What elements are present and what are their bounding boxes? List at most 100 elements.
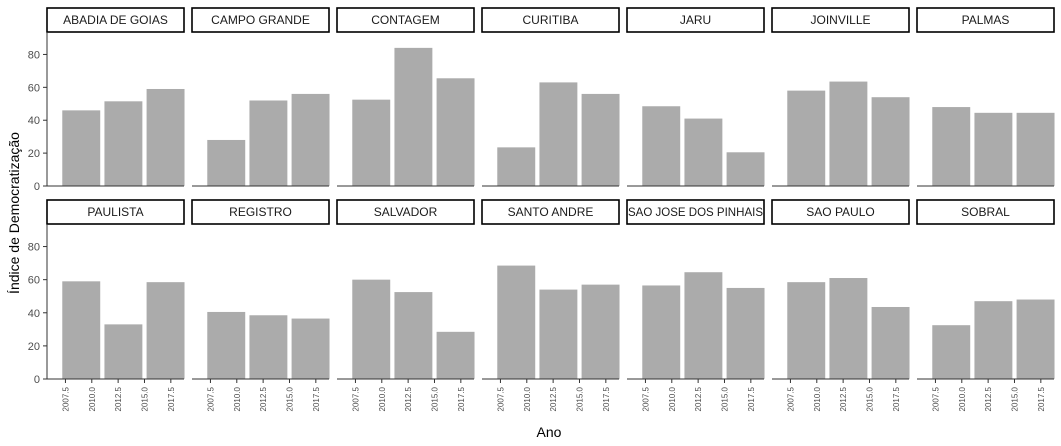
bar [249, 100, 288, 186]
bar [352, 279, 391, 379]
facet-strip [191, 7, 330, 33]
bar [974, 301, 1013, 379]
x-tick-label: 2012.5 [404, 386, 413, 411]
bar [787, 282, 826, 379]
facet-title: REGISTRO [229, 205, 292, 219]
facet-strip [771, 199, 910, 225]
facet-panel: JARU [626, 7, 765, 187]
x-tick-label: 2010.0 [668, 386, 677, 411]
facet-title: ABADIA DE GOIAS [63, 13, 168, 27]
facet-panel: PALMAS [916, 7, 1055, 187]
facet-title: SOBRAL [961, 205, 1010, 219]
bar [146, 282, 185, 379]
bar [642, 106, 681, 186]
x-tick-label: 2012.5 [839, 386, 848, 411]
facet-panel: SAO PAULO 2007.5 2010.0 2012.5 2015.0 2017.5 [771, 199, 910, 411]
y-tick-label: 60 [28, 275, 40, 287]
bar [726, 287, 765, 379]
bar [291, 318, 330, 379]
x-tick-label: 2017.5 [1037, 386, 1046, 411]
y-tick-label: 40 [28, 308, 40, 320]
x-tick-label: 2010.0 [233, 386, 242, 411]
bar [497, 265, 536, 379]
x-tick-label: 2015.0 [575, 386, 584, 411]
facet-strip [191, 199, 330, 225]
bar [932, 107, 971, 186]
bar [974, 112, 1013, 186]
y-tick-label: 20 [28, 341, 40, 353]
bar [829, 81, 868, 186]
x-tick-label: 2012.5 [259, 386, 268, 411]
x-tick-label: 2007.5 [786, 386, 795, 411]
x-tick-label: 2010.0 [958, 386, 967, 411]
x-tick-label: 2007.5 [351, 386, 360, 411]
facet-strip [771, 7, 910, 33]
x-tick-label: 2007.5 [496, 386, 505, 411]
facet-title: JARU [680, 13, 711, 27]
facet-panel: PAULISTA 0 20 40 60 80 2007.5 2010.0 2012.5 2015.… [28, 199, 185, 411]
facet-panels: ABADIA DE GOIAS 0 20 40 60 80 CAMPO GRANDE CONT… [28, 7, 1055, 411]
y-tick-label: 0 [34, 181, 40, 193]
bar [291, 93, 330, 186]
bar [436, 331, 475, 379]
bar [104, 101, 143, 186]
y-tick-label: 40 [28, 115, 40, 127]
bar [436, 78, 475, 186]
bar [581, 93, 620, 186]
x-tick-label: 2012.5 [984, 386, 993, 411]
bar [871, 97, 910, 186]
facet-strip [336, 199, 475, 225]
x-tick-label: 2007.5 [206, 386, 215, 411]
facet-panel: SOBRAL 2007.5 2010.0 2012.5 2015.0 2017.5 [916, 199, 1055, 411]
facet-panel: REGISTRO 2007.5 2010.0 2012.5 2015.0 2017.5 [191, 199, 330, 411]
y-tick-label: 60 [28, 82, 40, 94]
facet-title: JOINVILLE [810, 13, 870, 27]
x-tick-label: 2010.0 [523, 386, 532, 411]
facet-panel: SALVADOR 2007.5 2010.0 2012.5 2015.0 2017.5 [336, 199, 475, 411]
facet-strip [336, 7, 475, 33]
y-tick-label: 0 [34, 374, 40, 386]
facet-panel: CAMPO GRANDE [191, 7, 330, 187]
x-tick-label: 2015.0 [430, 386, 439, 411]
bar [394, 47, 433, 186]
x-tick-label: 2017.5 [312, 386, 321, 411]
facet-title: SAO JOSE DOS PINHAIS [628, 205, 763, 219]
facet-title: CAMPO GRANDE [211, 13, 310, 27]
x-tick-label: 2015.0 [720, 386, 729, 411]
x-tick-label: 2012.5 [114, 386, 123, 411]
x-tick-label: 2017.5 [747, 386, 756, 411]
x-tick-label: 2015.0 [865, 386, 874, 411]
facet-title: CURITIBA [522, 13, 578, 27]
x-tick-label: 2010.0 [813, 386, 822, 411]
x-tick-label: 2010.0 [378, 386, 387, 411]
facet-panel: CONTAGEM [336, 7, 475, 187]
facet-panel: SANTO ANDRE 2007.5 2010.0 2012.5 2015.0 2017.… [481, 199, 620, 411]
bar [539, 289, 578, 379]
facet-title: CONTAGEM [371, 13, 439, 27]
bar [62, 110, 101, 186]
bar [394, 292, 433, 379]
x-tick-label: 2017.5 [167, 386, 176, 411]
bar [1016, 299, 1055, 379]
bar [581, 284, 620, 379]
bar [684, 118, 723, 186]
bar [497, 147, 536, 186]
facet-strip [626, 199, 765, 225]
x-tick-label: 2012.5 [549, 386, 558, 411]
bar [787, 90, 826, 186]
facet-panel: JOINVILLE [771, 7, 910, 187]
x-tick-label: 2017.5 [892, 386, 901, 411]
bar [1016, 112, 1055, 186]
x-tick-label: 2015.0 [285, 386, 294, 411]
y-tick-label: 80 [28, 242, 40, 254]
facet-panel: CURITIBA [481, 7, 620, 187]
bar [539, 82, 578, 186]
x-tick-label: 2010.0 [88, 386, 97, 411]
facet-strip [46, 199, 185, 225]
bar [352, 99, 391, 186]
bar [932, 325, 971, 379]
bar [62, 281, 101, 379]
bar [829, 278, 868, 379]
bar [642, 285, 681, 379]
